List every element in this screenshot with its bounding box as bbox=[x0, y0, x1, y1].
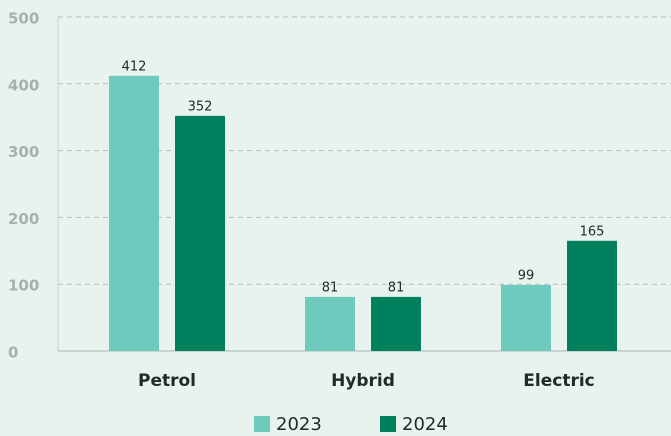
bar bbox=[371, 296, 421, 351]
bar bbox=[305, 296, 355, 351]
value-label: 81 bbox=[388, 280, 405, 295]
bar bbox=[501, 284, 551, 351]
x-tick-label: Electric bbox=[523, 371, 594, 391]
bar bbox=[109, 75, 159, 351]
value-label: 99 bbox=[518, 268, 535, 283]
y-tick-label: 200 bbox=[8, 210, 39, 228]
value-label: 412 bbox=[122, 59, 147, 74]
value-label: 352 bbox=[188, 99, 213, 114]
y-tick-label: 0 bbox=[8, 344, 18, 362]
y-tick-label: 300 bbox=[8, 143, 39, 161]
y-tick-label: 100 bbox=[8, 277, 39, 295]
legend-label: 2024 bbox=[402, 414, 448, 435]
value-label: 81 bbox=[322, 280, 339, 295]
x-tick-label: Petrol bbox=[138, 371, 196, 391]
legend-swatch bbox=[254, 416, 270, 432]
y-tick-label: 400 bbox=[8, 76, 39, 94]
legend-label: 2023 bbox=[276, 414, 322, 435]
value-label: 165 bbox=[580, 224, 605, 239]
legend-swatch bbox=[380, 416, 396, 432]
y-tick-label: 500 bbox=[8, 10, 39, 28]
bar bbox=[567, 240, 617, 351]
x-tick-label: Hybrid bbox=[331, 371, 395, 391]
bar bbox=[175, 115, 225, 351]
